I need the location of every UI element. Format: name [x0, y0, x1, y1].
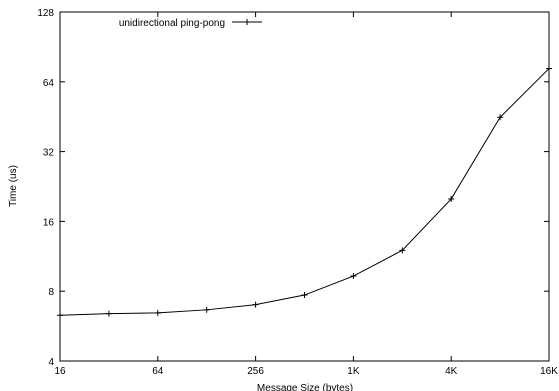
- x-axis-title: Message Size (bytes): [257, 383, 353, 391]
- x-axis-ticks: 16 64 256 1K 4K 16K: [54, 12, 558, 377]
- series-line: [59, 68, 550, 316]
- x-tick-label: 16K: [540, 366, 558, 377]
- data-point: [448, 195, 455, 202]
- data-point: [203, 306, 210, 313]
- data-point: [546, 65, 552, 72]
- y-tick-label: 32: [43, 148, 55, 159]
- data-point: [399, 247, 406, 254]
- y-tick-label: 4: [48, 357, 54, 368]
- y-axis-title: Time (us): [8, 165, 19, 207]
- data-point: [154, 309, 161, 316]
- x-tick-label: 4K: [445, 366, 458, 377]
- data-point: [57, 312, 63, 319]
- legend-label: unidirectional ping-pong: [119, 18, 225, 29]
- data-point: [497, 114, 504, 121]
- x-tick-label: 16: [54, 366, 66, 377]
- x-tick-label: 256: [247, 366, 264, 377]
- plot-frame: [59, 11, 550, 362]
- legend: unidirectional ping-pong: [119, 18, 262, 29]
- y-tick-label: 64: [43, 78, 55, 89]
- y-tick-label: 8: [48, 287, 54, 298]
- data-point: [350, 273, 357, 280]
- x-tick-label: 1K: [347, 366, 360, 377]
- data-point: [301, 292, 308, 299]
- y-tick-label: 128: [37, 8, 54, 19]
- y-tick-label: 16: [43, 217, 55, 228]
- data-point: [252, 301, 259, 308]
- y-axis-ticks: 4 8 16 32 64 128: [37, 8, 549, 368]
- data-point: [105, 310, 112, 317]
- series-markers: [57, 65, 552, 319]
- x-tick-label: 64: [152, 366, 164, 377]
